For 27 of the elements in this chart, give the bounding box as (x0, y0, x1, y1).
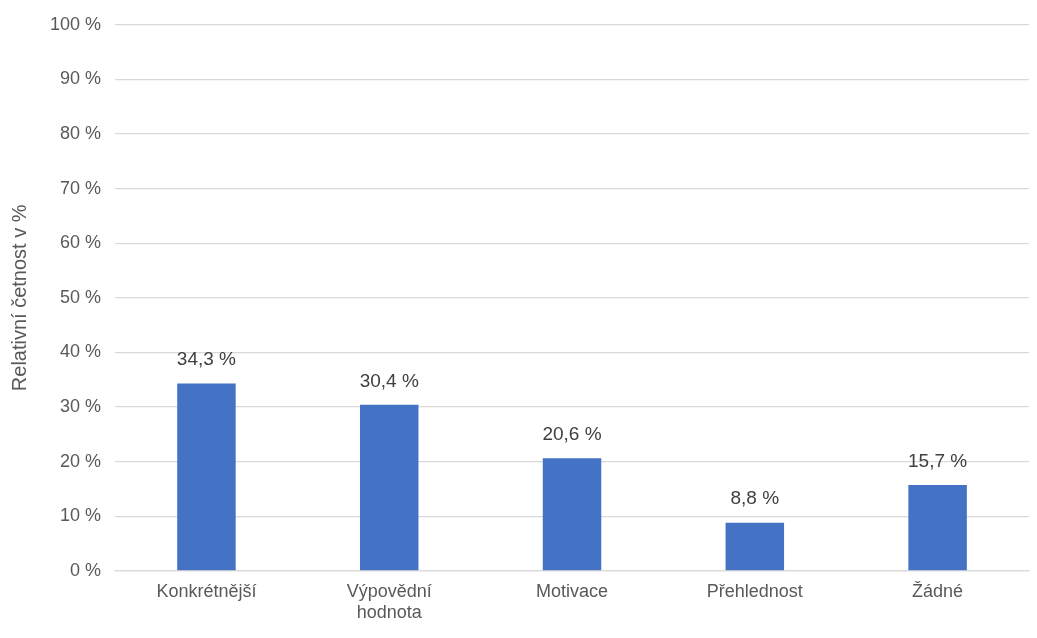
x-tick-label: Přehlednost (706, 580, 803, 601)
y-tick-label: 80 % (60, 122, 102, 143)
y-tick-label: 10 % (60, 505, 102, 526)
x-tick-label: Motivace (536, 580, 609, 601)
y-tick-label: 50 % (60, 286, 102, 307)
y-tick-label: 70 % (60, 177, 102, 198)
data-label: 8,8 % (730, 487, 780, 509)
y-tick-label: 90 % (60, 68, 102, 89)
y-axis-title: Relativní četnost v % (7, 204, 30, 392)
y-tick-label: 20 % (60, 450, 102, 471)
y-tick-label: 60 % (60, 232, 102, 253)
y-tick-label: 30 % (60, 395, 102, 416)
bar (359, 404, 419, 571)
bar (177, 383, 236, 571)
bar (908, 485, 967, 571)
bar (542, 458, 602, 571)
data-label: 20,6 % (542, 423, 602, 445)
x-tick-label: Konkrétnější (156, 580, 257, 601)
data-label: 15,7 % (908, 449, 968, 471)
data-label: 30,4 % (359, 369, 419, 391)
x-tick-label: Výpovědní hodnota (346, 580, 432, 623)
y-tick-label: 100 % (49, 13, 102, 34)
bar (725, 522, 785, 571)
y-tick-label: 0 % (70, 559, 102, 580)
data-label: 34,3 % (176, 348, 237, 370)
y-tick-label: 40 % (60, 341, 102, 362)
x-tick-label: Žádné (912, 580, 964, 601)
